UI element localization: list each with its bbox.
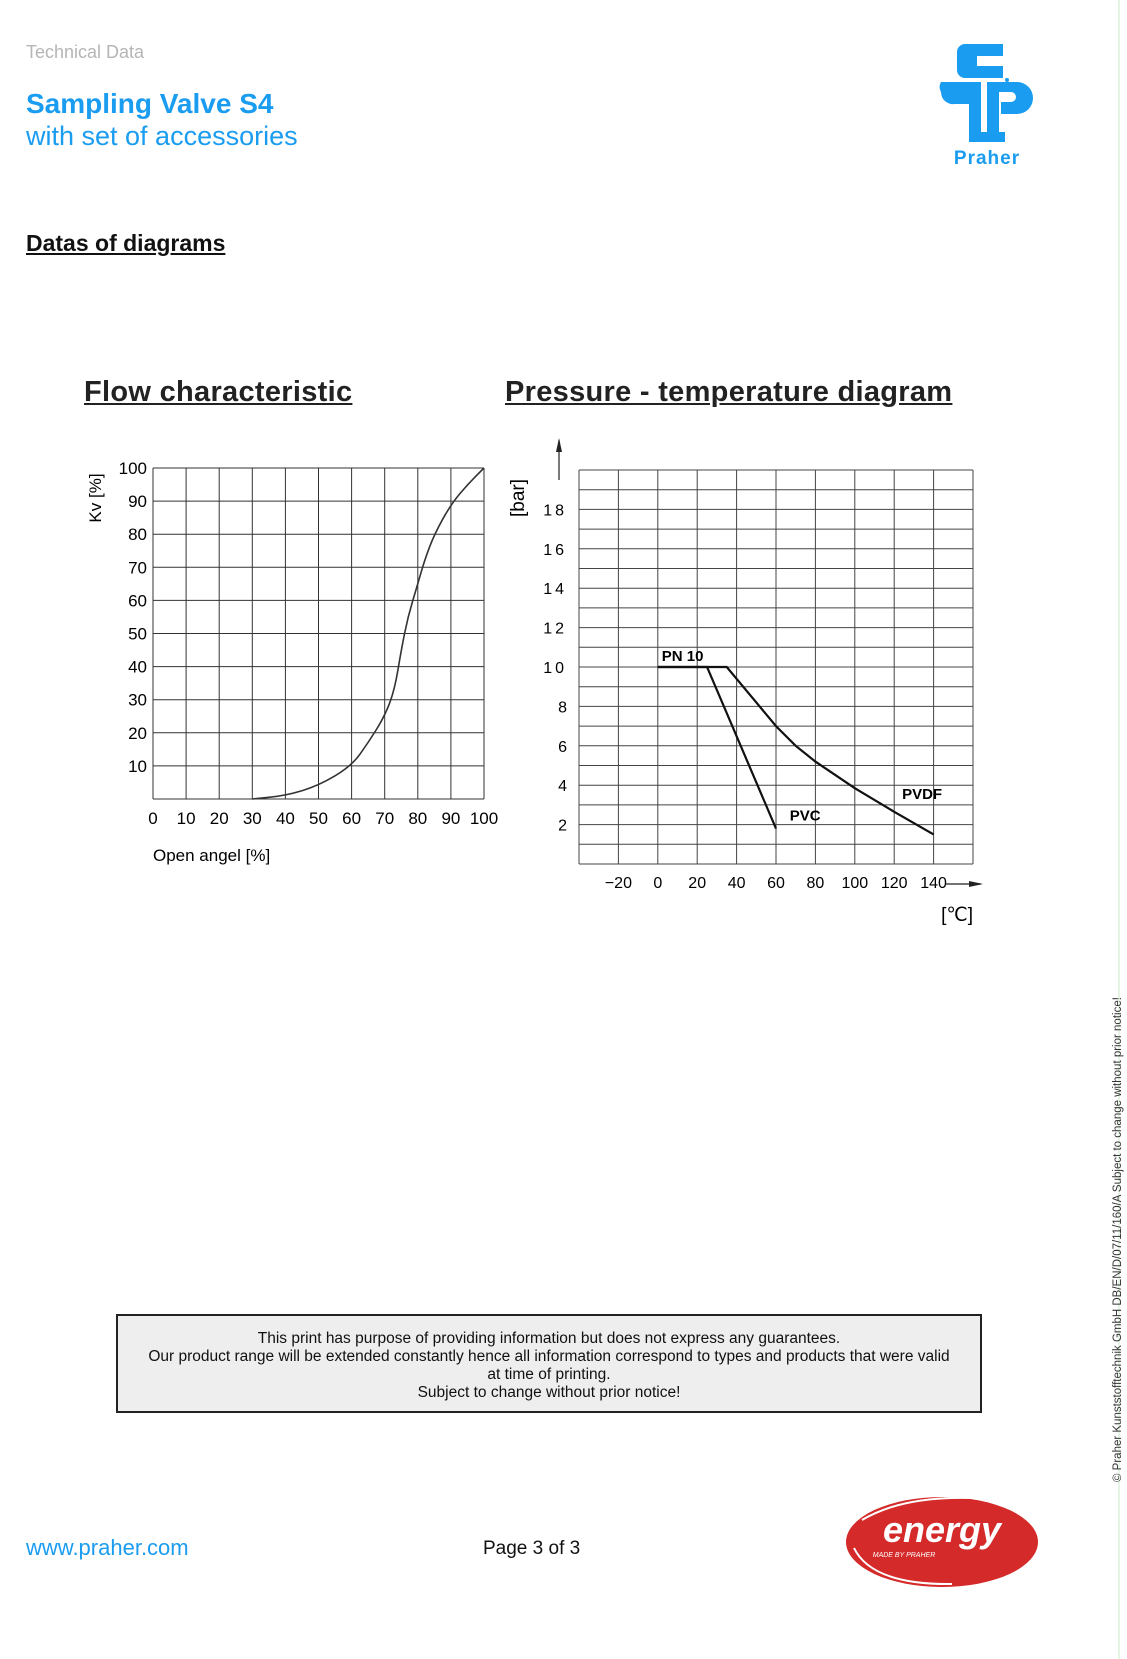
y-tick-label: 10 [128, 757, 147, 776]
y-tick-label: 6 [558, 739, 567, 756]
y-tick-label: 80 [128, 525, 147, 544]
x-axis-label: [℃] [941, 905, 973, 926]
y-tick-label: 70 [128, 558, 147, 577]
x-tick-label: 80 [807, 875, 825, 892]
y-tick-label: 2 [558, 818, 567, 835]
x-tick-label: 0 [653, 875, 662, 892]
disclaimer-line: Subject to change without prior notice! [417, 1384, 681, 1401]
page-title: Sampling Valve S4 [26, 88, 274, 119]
category-label: Technical Data [26, 42, 145, 62]
y-tick-label: 12 [543, 621, 567, 638]
y-tick-label: 100 [119, 459, 147, 478]
x-tick-label: 30 [243, 809, 262, 828]
pressure-chart-title: Pressure - temperature diagram [505, 376, 953, 408]
disclaimer-box: This print has purpose of providing info… [116, 1314, 982, 1413]
x-tick-label: 100 [470, 809, 498, 828]
page-edge [1118, 0, 1120, 1659]
y-tick-label: 10 [543, 660, 567, 677]
x-tick-label: 20 [688, 875, 706, 892]
y-tick-label: 90 [128, 492, 147, 511]
x-axis-label: Open angel [%] [153, 846, 270, 865]
y-arrow-head [556, 438, 562, 452]
disclaimer-line: This print has purpose of providing info… [257, 1330, 841, 1347]
x-tick-label: 20 [210, 809, 229, 828]
y-tick-label: 8 [558, 699, 567, 716]
y-tick-label: 40 [128, 658, 147, 677]
x-tick-label: 100 [841, 875, 868, 892]
x-tick-label: 50 [309, 809, 328, 828]
kv-curve [252, 467, 485, 800]
y-tick-label: 14 [543, 581, 567, 598]
disclaimer-line: Our product range will be extended const… [148, 1348, 950, 1365]
website-link[interactable]: www.praher.com [26, 1535, 189, 1560]
logo-text: Praher [954, 148, 1020, 169]
series-label-pvc: PVC [790, 808, 821, 825]
y-tick-label: 60 [128, 591, 147, 610]
x-tick-label: −20 [605, 875, 632, 892]
energy-tagline: MADE BY PRAHER [873, 1552, 936, 1559]
x-arrow-head [969, 881, 983, 887]
y-axis-label: [bar] [508, 479, 529, 517]
y-tick-label: 4 [558, 778, 567, 795]
y-tick-label: 20 [128, 724, 147, 743]
x-tick-label: 60 [767, 875, 785, 892]
section-title: Datas of diagrams [26, 230, 226, 256]
pn10-annotation: PN 10 [662, 648, 704, 665]
x-tick-label: 120 [881, 875, 908, 892]
x-tick-label: 90 [441, 809, 460, 828]
x-tick-label: 140 [920, 875, 947, 892]
series-line-pvdf [657, 665, 935, 836]
disclaimer-line: at time of printing. [487, 1366, 611, 1383]
x-tick-label: 10 [177, 809, 196, 828]
x-tick-label: 70 [375, 809, 394, 828]
flow-chart-title: Flow characteristic [84, 376, 353, 408]
y-axis-label: Kv [%] [86, 473, 105, 522]
energy-logo-text: energy [883, 1509, 1003, 1550]
page-subtitle: with set of accessories [26, 121, 298, 151]
page-number: Page 3 of 3 [483, 1538, 581, 1559]
x-tick-label: 60 [342, 809, 361, 828]
x-tick-label: 40 [728, 875, 746, 892]
series-label-pvdf: PVDF [902, 786, 942, 803]
x-tick-label: 40 [276, 809, 295, 828]
flow-characteristic-chart: 0 10 20 30 40 50 60 70 80 90 100 10 20 30 40 50 60 70 80 90… [86, 459, 498, 865]
x-tick-label: 0 [148, 809, 157, 828]
y-tick-label: 50 [128, 625, 147, 644]
x-tick-label: 80 [408, 809, 427, 828]
praher-logo: Praher [939, 44, 1033, 169]
energy-logo: energy MADE BY PRAHER [846, 1496, 1038, 1587]
y-tick-label: 30 [128, 691, 147, 710]
copyright-note: © Praher Kunststofftechnik GmbH DB/EN/D/… [1112, 997, 1124, 1482]
y-tick-label: 16 [543, 542, 567, 559]
pressure-temperature-chart: −20 0 20 40 60 80 100 120 140 2 4 6 8 10 12 14 16 18 [℃] [b… [508, 438, 983, 926]
series-line-pvc [657, 665, 778, 829]
y-tick-label: 18 [543, 502, 567, 519]
